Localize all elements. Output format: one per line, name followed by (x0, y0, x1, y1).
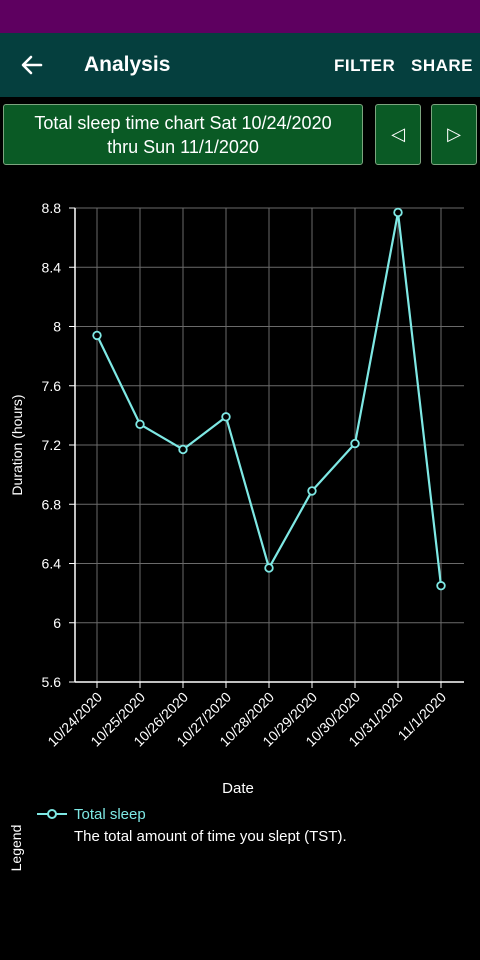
x-axis-label: Date (222, 780, 254, 797)
date-range-line2: thru Sun 11/1/2020 (107, 136, 259, 157)
data-point (135, 419, 145, 429)
data-point (307, 486, 317, 496)
y-tick-label: 8.4 (42, 259, 62, 275)
y-tick-label: 6.8 (42, 496, 62, 512)
triangle-right-icon: ▷ (447, 124, 461, 144)
next-range-button[interactable]: ▷ (431, 104, 477, 165)
sleep-chart: 5.666.46.87.27.688.48.810/24/202010/25/2… (9, 200, 464, 797)
y-tick-label: 5.6 (42, 674, 62, 690)
legend-series-name: Total sleep (74, 806, 146, 823)
app-bar: Analysis FILTER SHARE (0, 33, 480, 97)
back-arrow-icon (21, 55, 43, 75)
data-point (350, 438, 360, 449)
y-tick-label: 8.8 (42, 200, 62, 216)
share-button[interactable]: SHARE (411, 56, 474, 75)
data-point (221, 412, 231, 422)
y-axis-label: Duration (hours) (9, 394, 25, 495)
y-tick-label: 6.4 (42, 556, 62, 572)
legend-line-marker-icon (37, 809, 67, 819)
previous-range-button[interactable]: ◁ (375, 104, 421, 165)
legend-series-description: The total amount of time you slept (TST)… (74, 828, 347, 845)
status-bar (0, 0, 480, 33)
legend-title: Legend (8, 824, 24, 872)
triangle-left-icon: ◁ (391, 124, 405, 144)
y-tick-label: 8 (53, 319, 61, 335)
page-title: Analysis (84, 53, 171, 76)
data-point (436, 581, 446, 591)
back-button[interactable] (14, 45, 50, 85)
data-point (393, 207, 403, 218)
data-point (264, 563, 274, 573)
y-tick-label: 6 (53, 615, 61, 631)
filter-button[interactable]: FILTER (334, 56, 396, 75)
date-range-line1: Total sleep time chart Sat 10/24/2020 (34, 112, 332, 133)
y-tick-label: 7.6 (42, 378, 62, 394)
data-point (92, 330, 102, 341)
y-tick-label: 7.2 (42, 437, 62, 453)
date-range-button[interactable]: Total sleep time chart Sat 10/24/2020 th… (3, 104, 363, 165)
data-point (178, 444, 188, 455)
